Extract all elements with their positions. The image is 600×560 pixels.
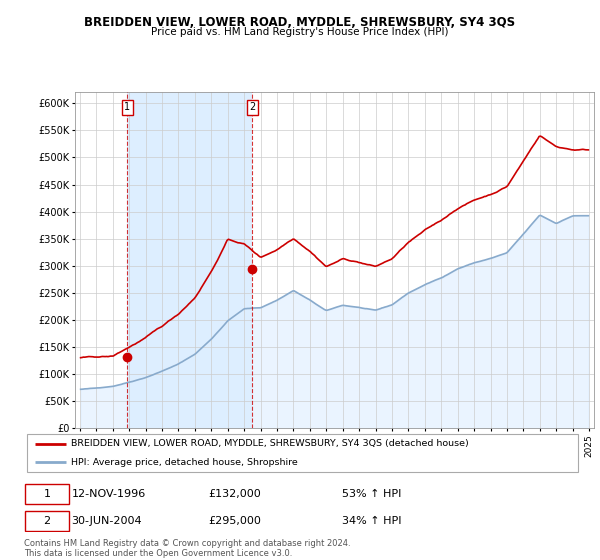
Text: Contains HM Land Registry data © Crown copyright and database right 2024.
This d: Contains HM Land Registry data © Crown c…: [24, 539, 350, 558]
Text: 34% ↑ HPI: 34% ↑ HPI: [342, 516, 401, 526]
Text: BREIDDEN VIEW, LOWER ROAD, MYDDLE, SHREWSBURY, SY4 3QS (detached house): BREIDDEN VIEW, LOWER ROAD, MYDDLE, SHREW…: [71, 439, 469, 448]
FancyBboxPatch shape: [27, 433, 578, 473]
Text: 12-NOV-1996: 12-NOV-1996: [71, 489, 146, 499]
Text: £132,000: £132,000: [208, 489, 261, 499]
Text: 53% ↑ HPI: 53% ↑ HPI: [342, 489, 401, 499]
Text: 2: 2: [43, 516, 50, 526]
Bar: [127, 92, 253, 428]
Text: Price paid vs. HM Land Registry's House Price Index (HPI): Price paid vs. HM Land Registry's House …: [151, 27, 449, 37]
Text: HPI: Average price, detached house, Shropshire: HPI: Average price, detached house, Shro…: [71, 458, 298, 467]
Text: 1: 1: [124, 102, 130, 113]
FancyBboxPatch shape: [25, 484, 68, 504]
Text: £295,000: £295,000: [208, 516, 261, 526]
Text: 2: 2: [249, 102, 256, 113]
Text: 1: 1: [43, 489, 50, 499]
Text: BREIDDEN VIEW, LOWER ROAD, MYDDLE, SHREWSBURY, SY4 3QS: BREIDDEN VIEW, LOWER ROAD, MYDDLE, SHREW…: [85, 16, 515, 29]
FancyBboxPatch shape: [25, 511, 68, 531]
Text: 30-JUN-2004: 30-JUN-2004: [71, 516, 142, 526]
